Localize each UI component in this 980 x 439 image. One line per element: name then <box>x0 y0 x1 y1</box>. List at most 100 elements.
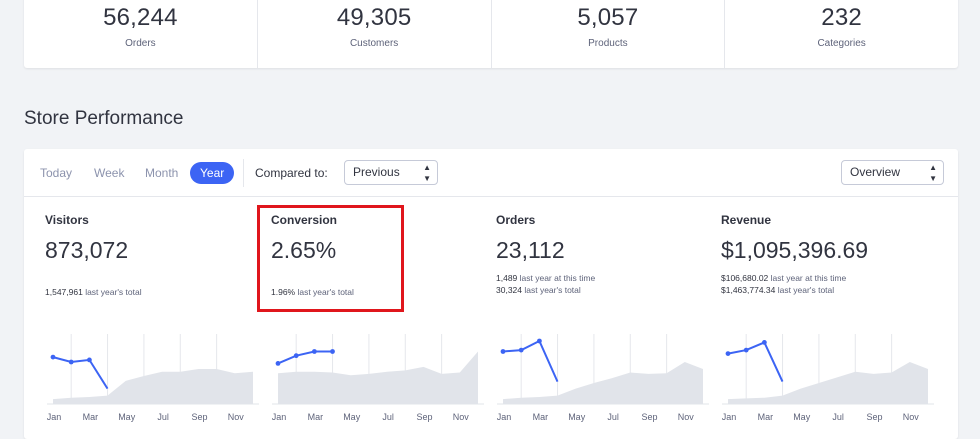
x-tick-label: Mar <box>533 412 549 422</box>
tab-week[interactable]: Week <box>94 166 125 180</box>
stat-orders: 56,244 Orders <box>24 0 258 68</box>
performance-toolbar: Today Week Month Year Compared to: Previ… <box>24 149 958 197</box>
x-tick-label: May <box>118 412 136 422</box>
current-period-line <box>277 350 333 365</box>
x-tick-label: Nov <box>678 412 695 422</box>
metric-value: 873,072 <box>45 237 129 263</box>
current-period-line <box>52 356 109 390</box>
x-tick-label: Sep <box>191 412 207 422</box>
data-point <box>50 354 56 360</box>
x-tick-label: Nov <box>228 412 245 422</box>
x-tick-label: Sep <box>416 412 432 422</box>
metric-orders: Orders 23,112 1,489 last year at this ti… <box>496 213 716 296</box>
metric-sub-number: 1,489 <box>496 273 518 283</box>
visitors-chart: Jan Mar May Jul Sep Nov <box>47 334 259 422</box>
summary-bar: 56,244 Orders 49,305 Customers 5,057 Pro… <box>24 0 958 68</box>
stat-label: Orders <box>125 38 156 49</box>
data-point <box>68 359 74 365</box>
data-point <box>312 349 317 354</box>
previous-period-area <box>278 351 478 404</box>
data-point <box>537 338 542 344</box>
previous-period-area <box>53 369 253 404</box>
view-select-value: Overview <box>850 165 901 179</box>
toolbar-divider <box>243 159 244 187</box>
stat-value: 232 <box>821 4 862 31</box>
metric-sub-number: 30,324 <box>496 285 522 295</box>
metric-sub-text: last year's total <box>82 287 142 297</box>
x-tick-label: Mar <box>308 412 324 422</box>
x-tick-label: Jan <box>722 412 736 422</box>
compare-select-value: Previous <box>353 165 400 179</box>
metric-conversion: Conversion 2.65% 1.96% last year's total <box>271 213 491 298</box>
metric-value: 23,112 <box>496 237 565 263</box>
section-title: Store Performance <box>24 108 184 129</box>
data-point <box>762 340 767 345</box>
select-arrows-icon: ▲ ▼ <box>423 162 431 183</box>
metric-sub: 30,324 last year's total <box>496 284 716 296</box>
data-point <box>743 347 749 353</box>
metric-sub-text: last year at this time <box>768 273 847 283</box>
x-tick-label: Jan <box>272 412 286 422</box>
stat-label: Products <box>588 38 628 49</box>
data-point <box>293 353 299 359</box>
x-tick-label: Jul <box>382 412 394 422</box>
x-tick-label: May <box>793 412 811 422</box>
data-point <box>330 349 335 354</box>
view-select[interactable]: Overview ▲ ▼ <box>841 160 944 185</box>
x-tick-label: Nov <box>903 412 920 422</box>
stat-products: 5,057 Products <box>492 0 726 68</box>
metric-sub-text: last year's total <box>775 285 835 295</box>
tab-year[interactable]: Year <box>190 162 235 184</box>
select-arrows-icon: ▲ ▼ <box>929 162 937 183</box>
metric-sub-text: last year's total <box>522 285 581 295</box>
x-tick-label: Nov <box>453 412 470 422</box>
tab-month[interactable]: Month <box>145 166 179 180</box>
orders-chart: Jan Mar May Jul Sep Nov <box>497 334 709 422</box>
stat-value: 5,057 <box>577 4 639 31</box>
x-tick-label: May <box>343 412 361 422</box>
metric-sub-text: last year at this time <box>517 273 596 283</box>
previous-period-area <box>728 362 928 404</box>
data-point <box>725 351 731 356</box>
compare-select[interactable]: Previous ▲ ▼ <box>344 160 438 185</box>
x-tick-label: Jul <box>157 412 169 422</box>
compare-label: Compared to: <box>255 166 328 180</box>
data-point <box>275 361 281 366</box>
data-point <box>518 347 524 353</box>
metric-value: 2.65% <box>271 237 337 263</box>
data-point <box>87 357 92 363</box>
stat-label: Categories <box>817 38 866 49</box>
previous-period-area <box>503 362 703 404</box>
metric-sub: $106,680.02 last year at this time <box>721 272 941 284</box>
metric-title: Revenue <box>721 213 772 227</box>
tab-today[interactable]: Today <box>40 166 73 180</box>
metric-sub-number: $1,463,774.34 <box>721 285 776 295</box>
stat-customers: 49,305 Customers <box>258 0 492 68</box>
x-tick-label: Sep <box>866 412 882 422</box>
current-period-line <box>502 339 559 383</box>
metric-sub: 1,547,961 last year's total <box>45 286 265 298</box>
conversion-chart: Jan Mar May Jul Sep Nov <box>272 334 484 422</box>
x-tick-label: Jul <box>832 412 844 422</box>
store-performance-panel: Today Week Month Year Compared to: Previ… <box>24 149 958 439</box>
x-tick-label: Jan <box>47 412 61 422</box>
metric-title: Conversion <box>271 213 338 227</box>
metric-sub: 1.96% last year's total <box>271 286 491 298</box>
x-tick-label: Jul <box>607 412 619 422</box>
x-tick-label: Jan <box>497 412 511 422</box>
conversion-highlight-box <box>257 205 404 312</box>
metric-sub-number: 1.96% <box>271 287 296 297</box>
metric-sub-number: $106,680.02 <box>721 273 769 283</box>
current-period-line <box>727 341 784 383</box>
x-tick-label: Sep <box>641 412 657 422</box>
data-point <box>500 349 506 354</box>
metric-sub: 1,489 last year at this time <box>496 272 716 284</box>
metric-sub: $1,463,774.34 last year's total <box>721 284 941 296</box>
metric-value: $1,095,396.69 <box>721 237 869 263</box>
metric-sub-number: 1,547,961 <box>45 287 83 297</box>
metric-visitors: Visitors 873,072 1,547,961 last year's t… <box>45 213 265 298</box>
stat-categories: 232 Categories <box>725 0 958 68</box>
x-tick-label: Mar <box>758 412 774 422</box>
revenue-chart: Jan Mar May Jul Sep Nov <box>722 334 934 422</box>
metric-sub-text: last year's total <box>295 287 354 297</box>
